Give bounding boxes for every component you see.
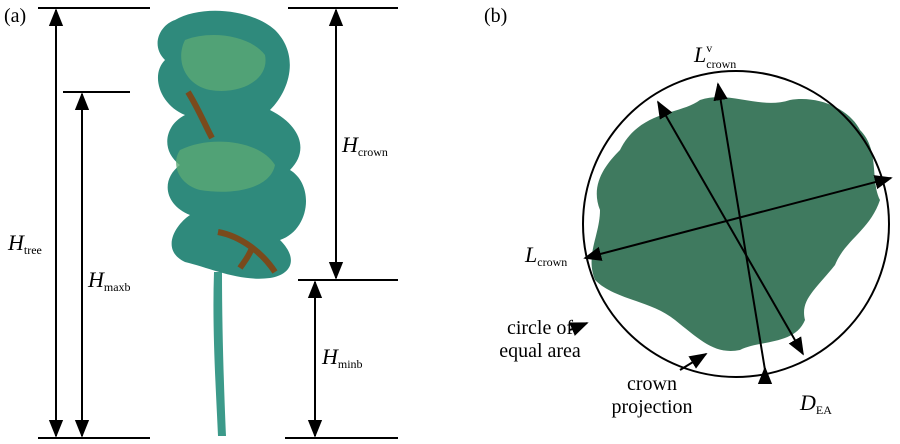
label-part: L (693, 42, 706, 67)
math-label: Htree (7, 230, 42, 257)
label-part: maxb (104, 280, 131, 294)
label-part: crown (358, 145, 388, 159)
label-part: crown (537, 255, 567, 269)
label-part: D (799, 390, 816, 415)
label-part: v (706, 41, 712, 55)
panel-tag: (a) (4, 5, 26, 27)
math-label: Hmaxb (87, 267, 131, 294)
crown-projection-shape (592, 97, 880, 351)
label-part: circle of (507, 317, 573, 339)
math-label: Hminb (321, 344, 363, 371)
label-part: H (87, 267, 105, 292)
math-label: Lcrown (524, 242, 567, 269)
label-part: minb (338, 357, 363, 371)
math-label: Hcrown (341, 132, 388, 159)
figure: (a) Htree Hmaxb Hcrown Hminb (b) (0, 0, 900, 444)
label-part: H (321, 344, 339, 369)
label-part: H (7, 230, 25, 255)
label-part: crown (627, 373, 677, 395)
label-part: projection (611, 396, 692, 418)
label-part: EA (816, 403, 832, 417)
panel-tag: (b) (484, 5, 507, 27)
math-label: Lv crown (693, 41, 736, 71)
math-label: DEA (799, 390, 832, 417)
label-part: H (341, 132, 359, 157)
tree-point-cloud (158, 11, 306, 436)
label-part: L (524, 242, 537, 267)
label-part: tree (24, 243, 42, 257)
label-part: equal area (499, 340, 581, 362)
label-part: crown (706, 57, 736, 71)
